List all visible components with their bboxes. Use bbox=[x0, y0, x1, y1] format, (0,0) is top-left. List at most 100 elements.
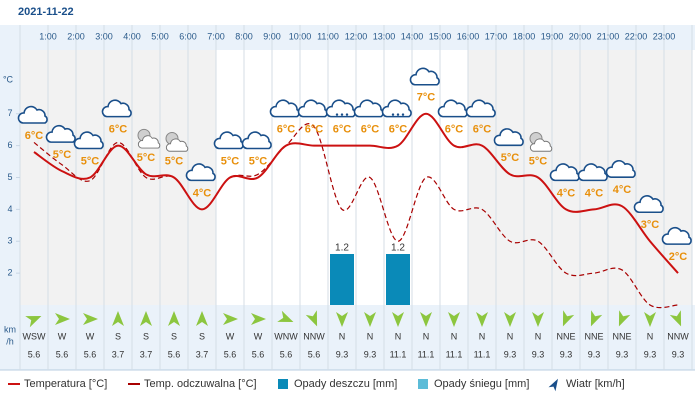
rain-drop bbox=[401, 113, 405, 116]
wind-speed: 5.6 bbox=[280, 349, 293, 359]
temperature-label: 6°C bbox=[277, 124, 296, 136]
column-bg bbox=[104, 50, 132, 305]
wind-arrow bbox=[25, 315, 42, 328]
cloud bbox=[73, 131, 104, 150]
hour-label: 19:00 bbox=[541, 31, 564, 41]
wind-arrow bbox=[364, 312, 376, 327]
wind-direction: WSW bbox=[23, 331, 46, 341]
wind-speed: 5.6 bbox=[84, 349, 97, 359]
y-tick-label: 3 bbox=[7, 236, 12, 246]
wind-direction: NNW bbox=[303, 331, 325, 341]
wind-speed: 9.3 bbox=[616, 349, 629, 359]
weather-icon bbox=[605, 159, 636, 178]
wind-arrow bbox=[168, 311, 180, 326]
wind-speed: 11.1 bbox=[418, 349, 435, 359]
weather-icon bbox=[465, 99, 496, 118]
precip-label: 1.2 bbox=[335, 243, 349, 254]
temperature-label: 5°C bbox=[221, 155, 240, 167]
wind-arrow bbox=[196, 311, 208, 326]
cloud bbox=[137, 135, 161, 149]
wind-unit: /h bbox=[6, 336, 14, 346]
wind-direction: N bbox=[535, 331, 542, 341]
wind-speed: 3.7 bbox=[196, 349, 209, 359]
y-tick-label: 2 bbox=[7, 268, 12, 278]
column-bg bbox=[48, 50, 76, 305]
temperature-label: 6°C bbox=[473, 124, 492, 136]
wind-speed: 3.7 bbox=[112, 349, 125, 359]
column-bg bbox=[300, 50, 328, 305]
temperature-label: 5°C bbox=[53, 149, 72, 161]
temperature-label: 6°C bbox=[305, 124, 324, 136]
column-bg bbox=[636, 50, 664, 305]
legend-label: Temperatura [°C] bbox=[24, 378, 107, 390]
wind-direction: N bbox=[339, 331, 346, 341]
hour-label: 2:00 bbox=[67, 31, 85, 41]
wind-arrow bbox=[476, 312, 488, 327]
hour-label: 18:00 bbox=[513, 31, 536, 41]
wind-direction: NNE bbox=[584, 331, 603, 341]
hour-label: 10:00 bbox=[289, 31, 312, 41]
wind-speed: 9.3 bbox=[560, 349, 573, 359]
cloud bbox=[409, 67, 440, 86]
weather-icon bbox=[661, 226, 692, 245]
column-bg bbox=[272, 50, 300, 305]
wind-arrow bbox=[55, 313, 70, 325]
wind-speed: 5.6 bbox=[224, 349, 237, 359]
hour-label: 22:00 bbox=[625, 31, 648, 41]
hour-label: 13:00 bbox=[373, 31, 396, 41]
wind-direction: W bbox=[226, 331, 235, 341]
temperature-label: 4°C bbox=[585, 187, 604, 199]
temperature-label: 6°C bbox=[445, 124, 464, 136]
weather-icon bbox=[381, 99, 412, 118]
wind-direction: WNW bbox=[274, 331, 298, 341]
temperature-label: 5°C bbox=[137, 152, 156, 164]
column-bg bbox=[664, 50, 692, 305]
wind-speed: 11.1 bbox=[390, 349, 407, 359]
wind-direction: S bbox=[143, 331, 149, 341]
y-tick-label: 6 bbox=[7, 140, 12, 150]
temperature-label: 6°C bbox=[389, 124, 408, 136]
cloud bbox=[529, 138, 553, 152]
temperature-label: 6°C bbox=[109, 124, 128, 136]
wind-arrow bbox=[277, 310, 294, 323]
precip-bar bbox=[330, 254, 354, 305]
temperature-label: 5°C bbox=[165, 155, 184, 167]
wind-direction: N bbox=[647, 331, 654, 341]
wind-speed: 9.3 bbox=[336, 349, 349, 359]
weather-icon bbox=[45, 124, 76, 143]
wind-arrow bbox=[251, 313, 266, 325]
wind-speed: 5.6 bbox=[56, 349, 69, 359]
cloud bbox=[45, 124, 76, 143]
cloud bbox=[101, 99, 132, 118]
wind-speed: 9.3 bbox=[504, 349, 517, 359]
wind-speed: 9.3 bbox=[672, 349, 685, 359]
cloud bbox=[605, 159, 636, 178]
wind-direction: S bbox=[115, 331, 121, 341]
wind-speed: 5.6 bbox=[28, 349, 41, 359]
hour-label: 21:00 bbox=[597, 31, 620, 41]
temperature-label: 5°C bbox=[81, 155, 100, 167]
wind-direction: NNE bbox=[556, 331, 575, 341]
temperature-label: 6°C bbox=[333, 124, 352, 136]
temperature-label: 6°C bbox=[361, 124, 380, 136]
precip-label: 1.2 bbox=[391, 243, 405, 254]
rain-drop bbox=[345, 113, 349, 116]
legend-label: Opady deszczu [mm] bbox=[294, 378, 397, 390]
hour-label: 9:00 bbox=[263, 31, 281, 41]
hour-label: 6:00 bbox=[179, 31, 197, 41]
column-bg bbox=[412, 50, 440, 305]
cloud bbox=[241, 131, 272, 150]
wind-arrow bbox=[83, 313, 98, 325]
wind-direction: N bbox=[423, 331, 430, 341]
wind-arrow bbox=[669, 310, 682, 327]
hour-label: 11:00 bbox=[317, 31, 339, 41]
hour-label: 14:00 bbox=[401, 31, 424, 41]
weather-icon bbox=[101, 99, 132, 118]
weather-icon bbox=[409, 67, 440, 86]
wind-arrow bbox=[140, 311, 152, 326]
cloud bbox=[185, 163, 216, 182]
wind-direction: NNE bbox=[612, 331, 631, 341]
wind-direction: W bbox=[58, 331, 67, 341]
temperature-label: 3°C bbox=[641, 219, 660, 231]
cloud bbox=[661, 226, 692, 245]
